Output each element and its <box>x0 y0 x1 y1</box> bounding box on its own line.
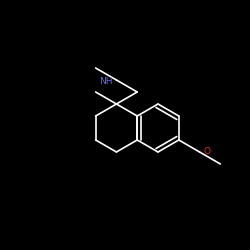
Text: NH: NH <box>99 78 112 86</box>
Text: O: O <box>204 148 210 156</box>
